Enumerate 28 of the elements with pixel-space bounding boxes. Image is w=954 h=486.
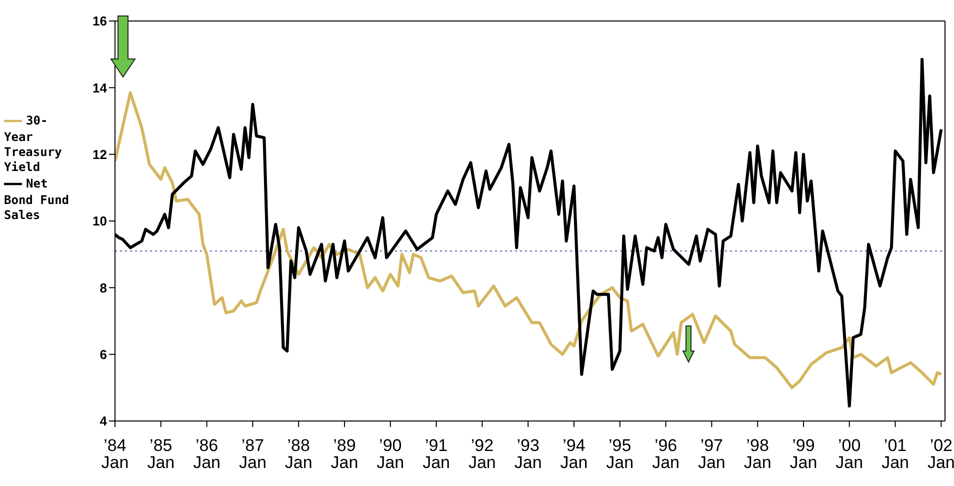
y-tick-label: 16 — [92, 14, 107, 29]
x-tick-label: ’88 Jan — [284, 436, 312, 472]
x-tick-label: ’01 Jan — [882, 436, 909, 472]
x-tick-label: ’02 Jan — [927, 436, 954, 472]
legend-label: 30-Year Treasury Yield — [4, 113, 62, 174]
x-tick-label: ’97 Jan — [698, 436, 726, 472]
y-tick-label: 10 — [92, 214, 107, 229]
legend-label: Net Bond Fund Sales — [4, 176, 70, 222]
y-tick-label: 8 — [100, 280, 107, 296]
x-tick-label: ’95 Jan — [606, 436, 634, 472]
x-tick-label: ’92 Jan — [468, 436, 496, 472]
x-tick-label: ’00 Jan — [836, 436, 864, 472]
y-tick-label: 4 — [100, 414, 108, 429]
x-tick-label: ’98 Jan — [744, 436, 772, 472]
x-tick-label: ’96 Jan — [652, 436, 680, 472]
x-tick-label: ’90 Jan — [376, 436, 404, 472]
x-tick-label: ’85 Jan — [147, 436, 175, 472]
x-tick-label: ’86 Jan — [193, 436, 221, 472]
x-tick-label: ’89 Jan — [330, 436, 358, 472]
x-tick-label: ’91 Jan — [422, 436, 450, 472]
x-tick-label: ’84 Jan — [101, 436, 129, 472]
y-tick-label: 12 — [92, 146, 107, 162]
x-tick-label: ’94 Jan — [560, 436, 588, 472]
x-tick-label: ’93 Jan — [514, 436, 542, 472]
x-tick-label: ’99 Jan — [790, 436, 818, 472]
x-tick-label: ’87 Jan — [238, 436, 266, 472]
y-tick-label: 14 — [92, 80, 108, 96]
y-tick-label: 6 — [100, 346, 107, 362]
